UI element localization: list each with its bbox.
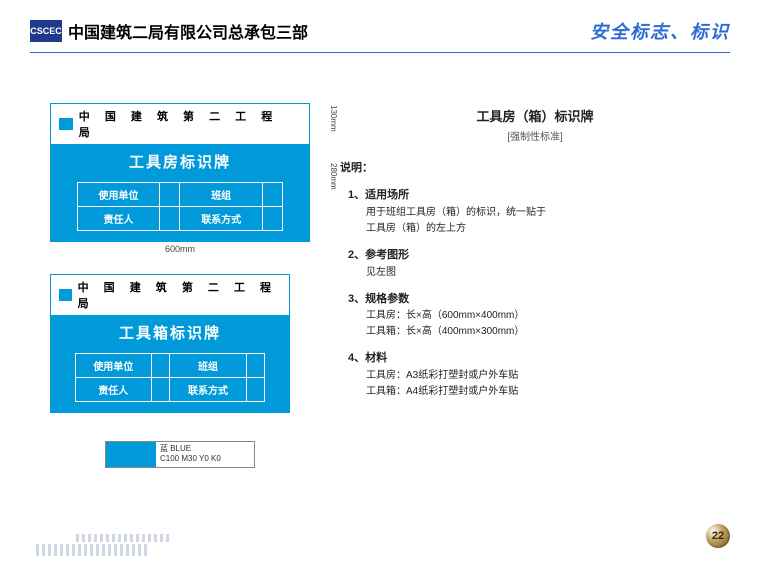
cell-label: 联系方式 [180, 207, 262, 231]
dim-head-height: 130mm [329, 105, 338, 132]
right-column: 工具房（箱）标识牌 [强制性标准] 说明： 1、适用场所 用于班组工具房（箱）的… [340, 103, 730, 468]
spec-item: 3、规格参数 工具房：长×高（600mm×400mm） 工具箱：长×高（400m… [348, 291, 730, 341]
company-name: 中国建筑二局有限公司总承包三部 [68, 19, 308, 43]
spec-num: 3、 [348, 293, 365, 305]
sign-title: 工具箱标识牌 [51, 316, 289, 353]
spec-title: 工具房（箱）标识牌 [340, 107, 730, 128]
spec-item: 2、参考图形 见左图 [348, 247, 730, 281]
sign-toolroom: 中 国 建 筑 第 二 工 程 局 工具房标识牌 使用单位 班组 责任人 联系方… [50, 103, 310, 254]
cell-value [151, 354, 170, 378]
slide-header: CSCEC 中国建筑二局有限公司总承包三部 安全标志、标识 [0, 0, 760, 52]
cell-label: 使用单位 [77, 183, 159, 207]
footer-decoration [36, 526, 176, 556]
swatch-label: 蓝 BLUE C100 M30 Y0 K0 [156, 442, 254, 467]
swatch-code: C100 M30 Y0 K0 [160, 454, 250, 464]
spec-text: 工具房：A3纸彩打塑封或户外车贴 [366, 368, 730, 384]
cell-value [160, 207, 180, 231]
cell-value [246, 354, 265, 378]
sign-org: 中 国 建 筑 第 二 工 程 局 [79, 108, 301, 140]
spec-item: 1、适用场所 用于班组工具房（箱）的标识，统一贴于 工具房（箱）的左上方 [348, 187, 730, 237]
spec-text: 工具箱：A4纸彩打塑封或户外车贴 [366, 384, 730, 400]
cell-value [246, 378, 265, 402]
spec-head: 适用场所 [365, 189, 409, 201]
header-left: CSCEC 中国建筑二局有限公司总承包三部 [30, 19, 308, 43]
cell-value [151, 378, 170, 402]
color-swatch: 蓝 BLUE C100 M30 Y0 K0 [105, 441, 255, 468]
cell-value [262, 183, 282, 207]
spec-text: 工具房（箱）的左上方 [366, 221, 730, 237]
spec-text: 用于班组工具房（箱）的标识，统一贴于 [366, 205, 730, 221]
sign-table: 使用单位 班组 责任人 联系方式 [75, 353, 265, 402]
sign-body: 工具箱标识牌 使用单位 班组 责任人 联系方式 [50, 315, 290, 413]
sign-toolbox: 中 国 建 筑 第 二 工 程 局 工具箱标识牌 使用单位 班组 责任人 联系方… [50, 274, 290, 413]
spec-subtitle: [强制性标准] [340, 130, 730, 146]
spec-num: 2、 [348, 249, 365, 261]
sign-org: 中 国 建 筑 第 二 工 程 局 [78, 279, 281, 311]
left-column: 中 国 建 筑 第 二 工 程 局 工具房标识牌 使用单位 班组 责任人 联系方… [50, 103, 310, 468]
spec-label: 说明： [340, 160, 730, 178]
content-area: 中 国 建 筑 第 二 工 程 局 工具房标识牌 使用单位 班组 责任人 联系方… [0, 53, 760, 468]
cell-value [160, 183, 180, 207]
sign-title: 工具房标识牌 [51, 145, 309, 182]
table-row: 使用单位 班组 [77, 183, 282, 207]
spec-text: 见左图 [366, 265, 730, 281]
cell-label: 责任人 [75, 378, 151, 402]
table-row: 责任人 联系方式 [77, 207, 282, 231]
header-title: 安全标志、标识 [590, 18, 730, 44]
cell-label: 班组 [180, 183, 262, 207]
cell-label: 班组 [170, 354, 246, 378]
dim-width: 600mm [50, 244, 310, 254]
dim-body-height: 280mm [329, 163, 338, 190]
spec-num: 1、 [348, 189, 365, 201]
cell-value [262, 207, 282, 231]
spec-head: 参考图形 [365, 249, 409, 261]
table-row: 使用单位 班组 [75, 354, 264, 378]
sign-table: 使用单位 班组 责任人 联系方式 [77, 182, 283, 231]
table-row: 责任人 联系方式 [75, 378, 264, 402]
sign-head: 中 国 建 筑 第 二 工 程 局 [50, 274, 290, 315]
spec-head: 规格参数 [365, 293, 409, 305]
spec-item: 4、材料 工具房：A3纸彩打塑封或户外车贴 工具箱：A4纸彩打塑封或户外车贴 [348, 350, 730, 400]
sign-body: 工具房标识牌 使用单位 班组 责任人 联系方式 [50, 144, 310, 242]
cell-label: 使用单位 [75, 354, 151, 378]
spec-text: 工具房：长×高（600mm×400mm） [366, 308, 730, 324]
swatch-color-box [106, 442, 156, 467]
spec-text: 工具箱：长×高（400mm×300mm） [366, 324, 730, 340]
spec-num: 4、 [348, 352, 365, 364]
page-number: 22 [706, 524, 730, 548]
sign-head: 中 国 建 筑 第 二 工 程 局 [50, 103, 310, 144]
company-logo: CSCEC [30, 20, 62, 42]
swatch-name: 蓝 BLUE [160, 444, 250, 454]
spec-head: 材料 [365, 352, 387, 364]
cell-label: 责任人 [77, 207, 159, 231]
sign-logo-icon [59, 289, 72, 301]
cell-label: 联系方式 [170, 378, 246, 402]
sign-logo-icon [59, 118, 73, 130]
